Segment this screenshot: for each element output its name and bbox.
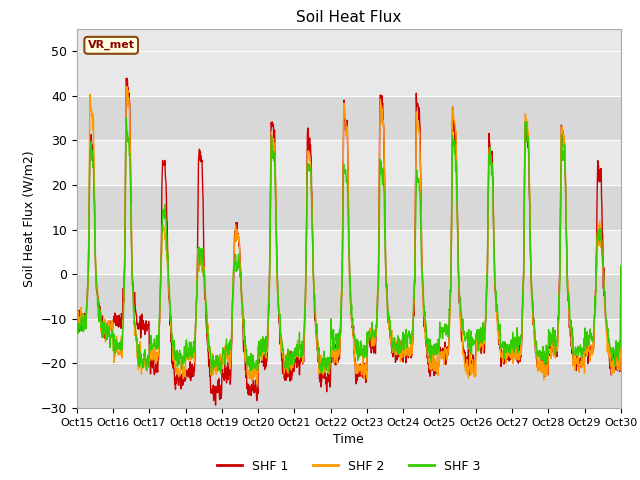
- SHF 3: [617, 263, 625, 268]
- Bar: [77, 363, 621, 408]
- SHF 2: [122, 84, 130, 89]
- SHF 3: [181, 357, 189, 363]
- SHF 1: [122, 75, 130, 81]
- Bar: [77, 140, 621, 185]
- SHF 1: [195, 194, 202, 200]
- SHF 1: [553, 354, 561, 360]
- Bar: [77, 319, 621, 363]
- SHF 2: [553, 348, 561, 354]
- Bar: [77, 229, 621, 274]
- Line: SHF 3: SHF 3: [77, 118, 621, 374]
- SHF 1: [434, 367, 442, 373]
- Text: VR_met: VR_met: [88, 40, 134, 50]
- SHF 1: [181, 378, 189, 384]
- SHF 2: [181, 365, 189, 371]
- Title: Soil Heat Flux: Soil Heat Flux: [296, 10, 401, 25]
- SHF 2: [195, 246, 202, 252]
- Bar: [77, 274, 621, 319]
- X-axis label: Time: Time: [333, 433, 364, 446]
- SHF 1: [617, 266, 625, 272]
- SHF 2: [434, 373, 442, 379]
- SHF 1: [255, 351, 263, 357]
- SHF 2: [255, 339, 263, 345]
- SHF 2: [73, 319, 81, 325]
- SHF 3: [553, 337, 561, 343]
- Line: SHF 2: SHF 2: [77, 86, 621, 384]
- SHF 3: [195, 255, 202, 261]
- SHF 3: [122, 115, 130, 121]
- SHF 1: [73, 308, 81, 314]
- Bar: [77, 96, 621, 140]
- SHF 3: [207, 371, 215, 377]
- Bar: [77, 51, 621, 96]
- SHF 2: [505, 349, 513, 355]
- Legend: SHF 1, SHF 2, SHF 3: SHF 1, SHF 2, SHF 3: [212, 455, 486, 478]
- SHF 3: [73, 311, 81, 317]
- SHF 3: [505, 345, 513, 350]
- SHF 3: [434, 350, 442, 356]
- Line: SHF 1: SHF 1: [77, 78, 621, 405]
- SHF 1: [505, 353, 513, 359]
- SHF 2: [617, 275, 625, 280]
- Y-axis label: Soil Heat Flux (W/m2): Soil Heat Flux (W/m2): [22, 150, 35, 287]
- SHF 1: [212, 402, 220, 408]
- SHF 2: [253, 381, 261, 387]
- Bar: [77, 185, 621, 229]
- SHF 3: [255, 339, 263, 345]
